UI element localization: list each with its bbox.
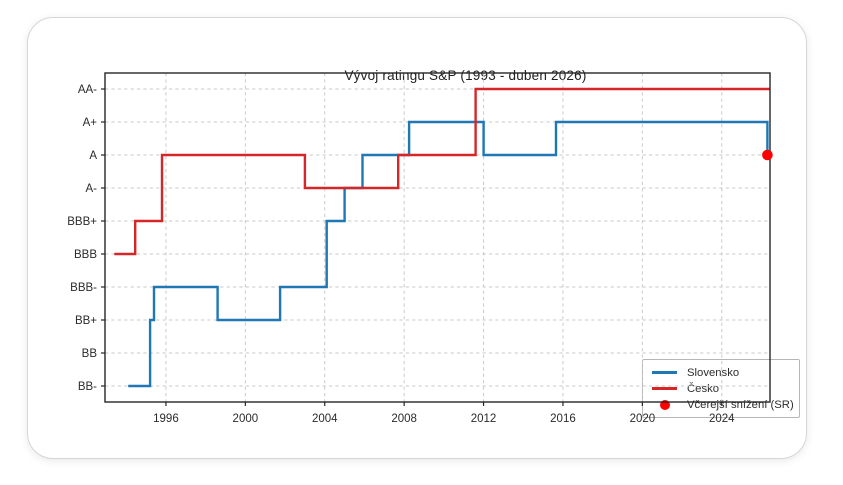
downgrade-dot-swatch-icon	[660, 399, 670, 410]
series-line-slovensko	[128, 120, 769, 388]
legend: Slovensko Česko Včerejší snížení (SR)	[642, 359, 800, 418]
x-tick-label: 2008	[391, 413, 417, 425]
chart-card: Vývoj ratingu S&P (1993 - duben 2026) Sl…	[27, 17, 807, 459]
y-tick-label: BB-	[78, 381, 97, 393]
legend-label: Slovensko	[687, 366, 740, 379]
x-tick-label: 2016	[550, 413, 576, 425]
x-tick-label: 2012	[471, 413, 497, 425]
y-tick-label: A-	[86, 183, 98, 195]
y-tick-label: BB	[82, 348, 98, 360]
plot-border	[104, 72, 771, 403]
y-tick-label: A	[89, 150, 97, 162]
slovensko-line-swatch-icon	[652, 371, 677, 374]
chart-title: Vývoj ratingu S&P (1993 - duben 2026)	[344, 68, 587, 83]
y-tick-label: A+	[83, 117, 98, 129]
y-tick-label: BBB	[74, 249, 97, 261]
x-tick-label: 2004	[312, 413, 338, 425]
y-tick-label: BB+	[75, 315, 97, 327]
y-tick-label: BBB+	[67, 216, 97, 228]
series-line-česko	[114, 87, 770, 256]
x-tick-label: 2020	[630, 413, 656, 425]
downgrade-marker-dot	[762, 149, 773, 161]
y-tick-label: BBB-	[70, 282, 97, 294]
x-tick-label: 1996	[153, 413, 179, 425]
cesko-line-swatch-icon	[652, 387, 677, 390]
x-tick-label: 2000	[233, 413, 259, 425]
legend-item-slovensko: Slovensko	[652, 365, 793, 380]
x-tick-label: 2024	[709, 413, 735, 425]
y-tick-label: AA-	[78, 84, 97, 96]
